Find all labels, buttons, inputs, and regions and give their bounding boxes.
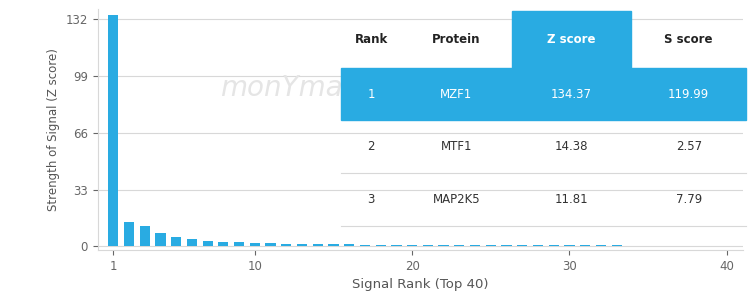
Text: MAP2K5: MAP2K5 bbox=[433, 193, 480, 206]
Bar bbox=[313, 244, 322, 247]
Bar bbox=[722, 246, 732, 247]
Bar bbox=[124, 222, 134, 247]
Text: Protein: Protein bbox=[432, 33, 481, 46]
Bar bbox=[564, 245, 574, 247]
Bar bbox=[266, 243, 276, 247]
Bar bbox=[706, 246, 716, 247]
Bar bbox=[439, 245, 448, 247]
Bar bbox=[187, 239, 197, 247]
Text: 2.57: 2.57 bbox=[676, 140, 702, 153]
Bar bbox=[328, 244, 338, 247]
Bar bbox=[454, 245, 464, 247]
Bar bbox=[140, 226, 150, 247]
Bar bbox=[486, 245, 496, 247]
Bar bbox=[234, 242, 244, 247]
Bar bbox=[548, 245, 559, 247]
Bar bbox=[532, 245, 543, 247]
Bar bbox=[344, 244, 354, 247]
Bar bbox=[392, 245, 401, 247]
Text: S score: S score bbox=[664, 33, 713, 46]
Bar bbox=[470, 245, 480, 247]
Bar bbox=[690, 246, 700, 247]
Bar bbox=[580, 245, 590, 247]
Bar bbox=[658, 246, 669, 247]
Text: Rank: Rank bbox=[355, 33, 388, 46]
Bar bbox=[108, 15, 118, 247]
Text: monΥmabs´: monΥmabs´ bbox=[220, 74, 388, 103]
Bar bbox=[502, 245, 512, 247]
Text: MTF1: MTF1 bbox=[440, 140, 472, 153]
Text: 1: 1 bbox=[368, 88, 375, 101]
Bar bbox=[423, 245, 433, 247]
Bar bbox=[250, 243, 260, 247]
Bar bbox=[171, 237, 182, 247]
Bar bbox=[297, 244, 307, 247]
Bar bbox=[360, 245, 370, 247]
Bar bbox=[218, 242, 229, 247]
Text: Z score: Z score bbox=[547, 33, 596, 46]
Text: 11.81: 11.81 bbox=[554, 193, 588, 206]
Bar bbox=[155, 234, 166, 247]
Bar bbox=[611, 246, 622, 247]
Bar bbox=[376, 245, 386, 247]
Text: 134.37: 134.37 bbox=[550, 88, 592, 101]
Text: 2: 2 bbox=[368, 140, 375, 153]
Bar bbox=[407, 245, 417, 247]
Bar bbox=[202, 241, 213, 247]
Text: MZF1: MZF1 bbox=[440, 88, 472, 101]
Bar bbox=[643, 246, 653, 247]
Bar bbox=[518, 245, 527, 247]
Text: 7.79: 7.79 bbox=[676, 193, 702, 206]
Text: 119.99: 119.99 bbox=[668, 88, 710, 101]
Bar bbox=[674, 246, 685, 247]
Y-axis label: Strength of Signal (Z score): Strength of Signal (Z score) bbox=[46, 48, 60, 211]
Text: 14.38: 14.38 bbox=[554, 140, 588, 153]
Text: 3: 3 bbox=[368, 193, 375, 206]
Bar bbox=[596, 245, 606, 247]
X-axis label: Signal Rank (Top 40): Signal Rank (Top 40) bbox=[352, 278, 488, 291]
Bar bbox=[281, 244, 292, 247]
Bar bbox=[627, 246, 638, 247]
